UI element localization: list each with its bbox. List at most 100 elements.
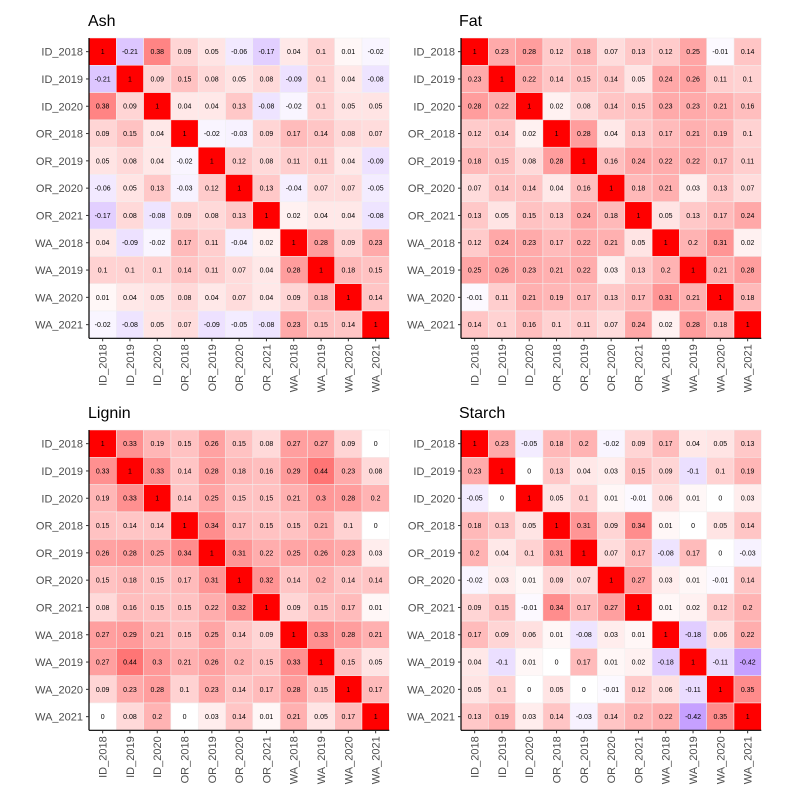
heatmap-cell (88, 457, 117, 485)
x-tick-label: OR_2021 (261, 736, 273, 783)
heatmap-cell (361, 593, 390, 622)
cell-value-label: 1 (183, 523, 187, 530)
cell-value-label: 0.17 (577, 659, 591, 666)
cell-value-label: -0.05 (231, 322, 247, 329)
heatmap-cell (197, 593, 226, 622)
cell-value-label: 0.13 (550, 213, 564, 220)
cell-value-label: -0.21 (95, 76, 111, 83)
cell-value-label: 1 (609, 578, 613, 585)
cell-value-label: 0 (183, 714, 187, 721)
heatmap-cell (624, 256, 653, 284)
heatmap-cell (679, 511, 707, 540)
cell-value-label: 0.15 (232, 496, 246, 503)
cell-value-label: 0.15 (287, 523, 301, 530)
cell-value-label: -0.18 (685, 632, 701, 639)
cell-value-label: 0.25 (287, 550, 301, 557)
heatmap-cell (569, 201, 598, 230)
cell-value-label: 0 (500, 496, 504, 503)
heatmap-cell (597, 146, 626, 175)
heatmap-cell (515, 538, 544, 567)
x-tick-label: OR_2018 (180, 736, 192, 783)
heatmap-cell (460, 538, 489, 567)
cell-value-label: 1 (718, 295, 722, 302)
heatmap-cell (515, 593, 544, 622)
heatmap-cell (116, 648, 144, 676)
cell-value-label: 0.17 (714, 158, 728, 165)
heatmap-cell (334, 256, 363, 284)
heatmap-cell (252, 92, 281, 121)
heatmap-cell (488, 484, 516, 513)
cell-value-label: 0.28 (522, 49, 536, 56)
heatmap-cell (143, 201, 172, 230)
cell-value-label: -0.11 (685, 687, 701, 694)
cell-value-label: 0.17 (632, 550, 646, 557)
heatmap-cell (542, 484, 571, 513)
cell-value-label: 0.17 (686, 550, 700, 557)
cell-value-label: -0.01 (712, 578, 728, 585)
y-tick-label: OR_2018 (408, 129, 455, 141)
cell-value-label: 0.16 (577, 186, 591, 193)
y-tick-label: WA_2021 (407, 712, 455, 724)
cell-value-label: 0.22 (205, 605, 219, 612)
cell-value-label: 0.35 (714, 714, 728, 721)
cell-value-label: 0.09 (495, 632, 509, 639)
heatmap-cell (334, 310, 363, 339)
cell-value-label: -0.01 (521, 605, 537, 612)
cell-value-label: 0.21 (714, 267, 728, 274)
heatmap-cell (651, 593, 680, 622)
heatmap-cell (88, 484, 117, 513)
cell-value-label: 0.09 (468, 605, 482, 612)
heatmap-cell (569, 511, 598, 540)
cell-value-label: 0 (691, 523, 695, 530)
heatmap-cell (88, 92, 117, 121)
heatmap-cell (225, 620, 254, 649)
cell-value-label: 0.05 (714, 441, 728, 448)
cell-value-label: 0.12 (632, 687, 646, 694)
x-tick-label: OR_2019 (207, 736, 219, 783)
cell-value-label: 1 (718, 687, 722, 694)
cell-value-label: 0.26 (205, 659, 219, 666)
heatmap-cell (279, 511, 308, 540)
cell-value-label: 0.44 (314, 468, 328, 475)
heatmap-cell (515, 310, 544, 339)
heatmap-cell (569, 283, 598, 312)
heatmap-cell (488, 702, 516, 731)
cell-value-label: 0.17 (659, 131, 673, 138)
cell-value-label: -0.09 (286, 76, 302, 83)
heatmap-cell (597, 538, 626, 567)
cell-value-label: 0.28 (287, 267, 301, 274)
heatmap-cell (651, 119, 680, 148)
heatmap-cell (225, 119, 254, 148)
cell-value-label: 0.03 (604, 267, 618, 274)
heatmap-cell (706, 201, 735, 230)
heatmap-cell (679, 310, 707, 339)
cell-value-label: 0.13 (468, 213, 482, 220)
heatmap-cell (679, 702, 707, 731)
y-tick-label: WA_2019 (407, 657, 455, 669)
heatmap-cell (542, 92, 571, 121)
heatmap-cell (225, 538, 254, 567)
heatmap-cell (225, 429, 254, 458)
cell-value-label: 0 (555, 659, 559, 666)
cell-value-label: 0.04 (150, 158, 164, 165)
cell-value-label: 0.18 (550, 441, 564, 448)
cell-value-label: 0.18 (714, 322, 728, 329)
heatmap-cell (706, 310, 735, 339)
cell-value-label: 0.01 (96, 295, 110, 302)
heatmap-cell (542, 201, 571, 230)
cell-value-label: 0.28 (314, 240, 328, 247)
cell-value-label: 0.13 (232, 213, 246, 220)
cell-value-label: 0.04 (686, 441, 700, 448)
cell-value-label: 0.02 (287, 213, 301, 220)
cell-value-label: 0.04 (604, 131, 618, 138)
heatmap-cell (597, 648, 626, 676)
cell-value-label: 0.09 (659, 468, 673, 475)
heatmap-cell (597, 484, 626, 513)
y-tick-label: OR_2020 (408, 183, 455, 195)
cell-value-label: 0.23 (522, 240, 536, 247)
cell-value-label: 0.23 (287, 322, 301, 329)
cell-value-label: 0.23 (495, 49, 509, 56)
cell-value-label: 0.15 (178, 605, 192, 612)
heatmap-cell (651, 484, 680, 513)
cell-value-label: 0.18 (632, 186, 646, 193)
